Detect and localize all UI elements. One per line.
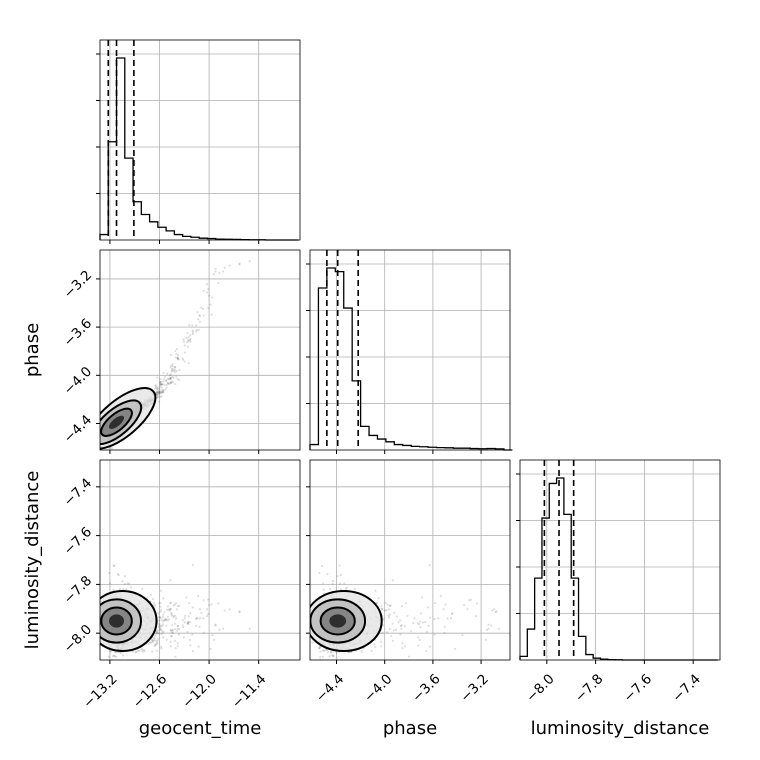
contour-geocent_time-phase [100, 399, 143, 446]
panel-geocent_time-vs-phase [96, 249, 301, 454]
y-tick-label-luminosity_distance: −7.8 [61, 573, 95, 607]
panel-geocent_time-vs-luminosity_distance [96, 459, 301, 664]
contour-geocent_time-luminosity_distance [100, 589, 158, 652]
y-tick-label-phase: −4.0 [61, 364, 95, 398]
x-axis-label-phase: phase [383, 718, 437, 739]
y-axis-label-luminosity_distance: luminosity_distance [22, 471, 43, 650]
panel-phase-vs-luminosity_distance [306, 459, 511, 664]
x-tick-label-luminosity_distance: −7.8 [572, 671, 606, 705]
contour-phase-luminosity_distance [319, 606, 356, 636]
x-axis-label-geocent_time: geocent_time [139, 718, 262, 739]
histogram-phase [309, 267, 513, 451]
x-tick-label-luminosity_distance: −7.4 [669, 671, 703, 705]
x-tick-label-phase: −3.6 [409, 671, 443, 705]
contour-geocent_time-phase [100, 387, 157, 450]
x-tick-label-geocent_time: −13.2 [80, 671, 121, 712]
panel-geocent_time-histogram [96, 39, 301, 244]
panel-luminosity_distance-histogram [516, 459, 721, 664]
panel-phase-histogram [306, 249, 513, 454]
contour-phase-luminosity_distance [310, 589, 383, 652]
x-tick-label-phase: −3.2 [457, 671, 491, 705]
x-tick-label-luminosity_distance: −7.6 [621, 671, 655, 705]
x-tick-label-geocent_time: −12.0 [179, 671, 220, 712]
y-tick-label-phase: −3.2 [61, 267, 95, 301]
contour-geocent_time-luminosity_distance [100, 598, 143, 644]
y-tick-label-luminosity_distance: −8.0 [61, 622, 95, 656]
x-tick-label-phase: −4.0 [361, 671, 395, 705]
y-tick-label-phase: −4.4 [61, 412, 95, 446]
x-tick-label-luminosity_distance: −8.0 [523, 671, 557, 705]
y-tick-label-luminosity_distance: −7.4 [61, 475, 95, 509]
x-tick-label-geocent_time: −11.4 [229, 671, 270, 712]
x-tick-label-geocent_time: −12.6 [130, 671, 171, 712]
y-axis-label-phase: phase [22, 323, 43, 377]
y-tick-label-phase: −3.6 [61, 316, 95, 350]
x-axis-label-luminosity_distance: luminosity_distance [531, 718, 710, 739]
y-tick-label-luminosity_distance: −7.6 [61, 524, 95, 558]
contour-geocent_time-phase [100, 407, 133, 437]
contour-geocent_time-luminosity_distance [100, 606, 133, 636]
x-tick-label-phase: −4.4 [313, 671, 347, 705]
